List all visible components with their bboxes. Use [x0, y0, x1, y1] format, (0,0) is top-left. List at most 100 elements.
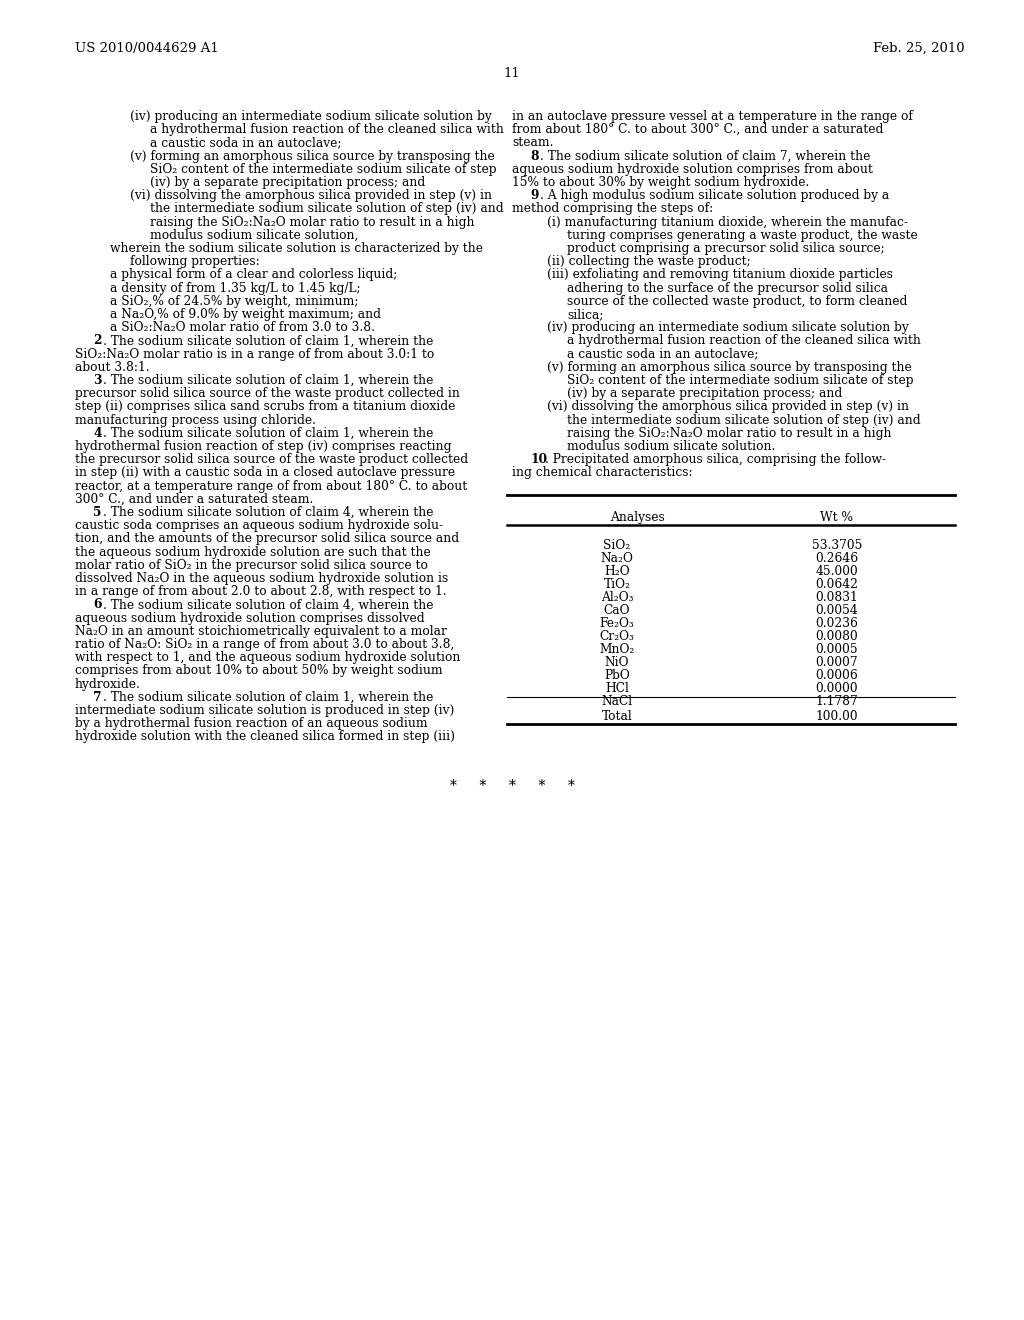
Text: HCl: HCl	[605, 681, 629, 694]
Text: 1.1787: 1.1787	[816, 694, 858, 708]
Text: . The sodium silicate solution of claim 4, wherein the: . The sodium silicate solution of claim …	[103, 598, 433, 611]
Text: SiO₂:Na₂O molar ratio is in a range of from about 3.0:1 to: SiO₂:Na₂O molar ratio is in a range of f…	[75, 347, 434, 360]
Text: 0.0007: 0.0007	[816, 656, 858, 669]
Text: a SiO₂:Na₂O molar ratio of from 3.0 to 3.8.: a SiO₂:Na₂O molar ratio of from 3.0 to 3…	[110, 321, 375, 334]
Text: . The sodium silicate solution of claim 1, wherein the: . The sodium silicate solution of claim …	[103, 334, 433, 347]
Text: ing chemical characteristics:: ing chemical characteristics:	[512, 466, 692, 479]
Text: Cr₂O₃: Cr₂O₃	[600, 630, 635, 643]
Text: 10: 10	[530, 453, 547, 466]
Text: (iii) exfoliating and removing titanium dioxide particles: (iii) exfoliating and removing titanium …	[547, 268, 893, 281]
Text: intermediate sodium silicate solution is produced in step (iv): intermediate sodium silicate solution is…	[75, 704, 455, 717]
Text: . The sodium silicate solution of claim 1, wherein the: . The sodium silicate solution of claim …	[103, 426, 433, 440]
Text: a Na₂O,% of 9.0% by weight maximum; and: a Na₂O,% of 9.0% by weight maximum; and	[110, 308, 381, 321]
Text: Analyses: Analyses	[609, 511, 665, 524]
Text: by a hydrothermal fusion reaction of an aqueous sodium: by a hydrothermal fusion reaction of an …	[75, 717, 428, 730]
Text: in step (ii) with a caustic soda in a closed autoclave pressure: in step (ii) with a caustic soda in a cl…	[75, 466, 455, 479]
Text: reactor, at a temperature range of from about 180° C. to about: reactor, at a temperature range of from …	[75, 479, 467, 492]
Text: steam.: steam.	[512, 136, 554, 149]
Text: 6: 6	[93, 598, 101, 611]
Text: hydroxide.: hydroxide.	[75, 677, 141, 690]
Text: (iv) by a separate precipitation process; and: (iv) by a separate precipitation process…	[567, 387, 843, 400]
Text: a caustic soda in an autoclave;: a caustic soda in an autoclave;	[150, 136, 341, 149]
Text: 300° C., and under a saturated steam.: 300° C., and under a saturated steam.	[75, 492, 313, 506]
Text: source of the collected waste product, to form cleaned: source of the collected waste product, t…	[567, 294, 907, 308]
Text: 0.0054: 0.0054	[816, 603, 858, 616]
Text: . The sodium silicate solution of claim 1, wherein the: . The sodium silicate solution of claim …	[103, 690, 433, 704]
Text: Al₂O₃: Al₂O₃	[601, 590, 633, 603]
Text: 8: 8	[530, 149, 539, 162]
Text: with respect to 1, and the aqueous sodium hydroxide solution: with respect to 1, and the aqueous sodiu…	[75, 651, 461, 664]
Text: 11: 11	[504, 67, 520, 81]
Text: 0.0642: 0.0642	[815, 578, 858, 590]
Text: ratio of Na₂O: SiO₂ in a range of from about 3.0 to about 3.8,: ratio of Na₂O: SiO₂ in a range of from a…	[75, 638, 455, 651]
Text: silica;: silica;	[567, 308, 603, 321]
Text: (iv) producing an intermediate sodium silicate solution by: (iv) producing an intermediate sodium si…	[130, 110, 492, 123]
Text: (iv) producing an intermediate sodium silicate solution by: (iv) producing an intermediate sodium si…	[547, 321, 908, 334]
Text: the intermediate sodium silicate solution of step (iv) and: the intermediate sodium silicate solutio…	[150, 202, 504, 215]
Text: Na₂O in an amount stoichiometrically equivalent to a molar: Na₂O in an amount stoichiometrically equ…	[75, 624, 446, 638]
Text: 4: 4	[93, 426, 101, 440]
Text: SiO₂: SiO₂	[603, 539, 631, 552]
Text: (v) forming an amorphous silica source by transposing the: (v) forming an amorphous silica source b…	[130, 149, 495, 162]
Text: in a range of from about 2.0 to about 2.8, with respect to 1.: in a range of from about 2.0 to about 2.…	[75, 585, 446, 598]
Text: 0.2646: 0.2646	[815, 552, 858, 565]
Text: in an autoclave pressure vessel at a temperature in the range of: in an autoclave pressure vessel at a tem…	[512, 110, 912, 123]
Text: . The sodium silicate solution of claim 1, wherein the: . The sodium silicate solution of claim …	[103, 374, 433, 387]
Text: about 3.8:1.: about 3.8:1.	[75, 360, 150, 374]
Text: 5: 5	[93, 506, 101, 519]
Text: MnO₂: MnO₂	[599, 643, 635, 656]
Text: 0.0831: 0.0831	[816, 590, 858, 603]
Text: tion, and the amounts of the precursor solid silica source and: tion, and the amounts of the precursor s…	[75, 532, 459, 545]
Text: 45.000: 45.000	[816, 565, 858, 578]
Text: 2: 2	[93, 334, 101, 347]
Text: . Precipitated amorphous silica, comprising the follow-: . Precipitated amorphous silica, compris…	[545, 453, 886, 466]
Text: dissolved Na₂O in the aqueous sodium hydroxide solution is: dissolved Na₂O in the aqueous sodium hyd…	[75, 572, 449, 585]
Text: US 2010/0044629 A1: US 2010/0044629 A1	[75, 42, 219, 55]
Text: NiO: NiO	[605, 656, 630, 669]
Text: *   *   *   *   *: * * * * *	[450, 779, 574, 792]
Text: TiO₂: TiO₂	[603, 578, 631, 590]
Text: aqueous sodium hydroxide solution comprises dissolved: aqueous sodium hydroxide solution compri…	[75, 611, 425, 624]
Text: the intermediate sodium silicate solution of step (iv) and: the intermediate sodium silicate solutio…	[567, 413, 921, 426]
Text: modulus sodium silicate solution.: modulus sodium silicate solution.	[567, 440, 775, 453]
Text: 0.0000: 0.0000	[816, 681, 858, 694]
Text: 0.0005: 0.0005	[816, 643, 858, 656]
Text: CaO: CaO	[604, 603, 630, 616]
Text: a SiO₂,% of 24.5% by weight, minimum;: a SiO₂,% of 24.5% by weight, minimum;	[110, 294, 358, 308]
Text: the aqueous sodium hydroxide solution are such that the: the aqueous sodium hydroxide solution ar…	[75, 545, 431, 558]
Text: (vi) dissolving the amorphous silica provided in step (v) in: (vi) dissolving the amorphous silica pro…	[547, 400, 909, 413]
Text: product comprising a precursor solid silica source;: product comprising a precursor solid sil…	[567, 242, 885, 255]
Text: Total: Total	[602, 710, 633, 722]
Text: 0.0006: 0.0006	[816, 669, 858, 681]
Text: Na₂O: Na₂O	[600, 552, 634, 565]
Text: method comprising the steps of:: method comprising the steps of:	[512, 202, 714, 215]
Text: . The sodium silicate solution of claim 7, wherein the: . The sodium silicate solution of claim …	[540, 149, 870, 162]
Text: turing comprises generating a waste product, the waste: turing comprises generating a waste prod…	[567, 228, 918, 242]
Text: hydrothermal fusion reaction of step (iv) comprises reacting: hydrothermal fusion reaction of step (iv…	[75, 440, 452, 453]
Text: 100.00: 100.00	[816, 710, 858, 722]
Text: SiO₂ content of the intermediate sodium silicate of step: SiO₂ content of the intermediate sodium …	[567, 374, 913, 387]
Text: modulus sodium silicate solution,: modulus sodium silicate solution,	[150, 228, 358, 242]
Text: hydroxide solution with the cleaned silica formed in step (iii): hydroxide solution with the cleaned sili…	[75, 730, 455, 743]
Text: 3: 3	[93, 374, 101, 387]
Text: from about 180° C. to about 300° C., and under a saturated: from about 180° C. to about 300° C., and…	[512, 123, 884, 136]
Text: 53.3705: 53.3705	[812, 539, 862, 552]
Text: (v) forming an amorphous silica source by transposing the: (v) forming an amorphous silica source b…	[547, 360, 911, 374]
Text: following properties:: following properties:	[130, 255, 260, 268]
Text: raising the SiO₂:Na₂O molar ratio to result in a high: raising the SiO₂:Na₂O molar ratio to res…	[150, 215, 474, 228]
Text: caustic soda comprises an aqueous sodium hydroxide solu-: caustic soda comprises an aqueous sodium…	[75, 519, 443, 532]
Text: a density of from 1.35 kg/L to 1.45 kg/L;: a density of from 1.35 kg/L to 1.45 kg/L…	[110, 281, 360, 294]
Text: 0.0236: 0.0236	[815, 616, 858, 630]
Text: NaCl: NaCl	[601, 694, 633, 708]
Text: a caustic soda in an autoclave;: a caustic soda in an autoclave;	[567, 347, 759, 360]
Text: wherein the sodium silicate solution is characterized by the: wherein the sodium silicate solution is …	[110, 242, 483, 255]
Text: H₂O: H₂O	[604, 565, 630, 578]
Text: 7: 7	[93, 690, 101, 704]
Text: 0.0080: 0.0080	[816, 630, 858, 643]
Text: a hydrothermal fusion reaction of the cleaned silica with: a hydrothermal fusion reaction of the cl…	[567, 334, 921, 347]
Text: 15% to about 30% by weight sodium hydroxide.: 15% to about 30% by weight sodium hydrox…	[512, 176, 809, 189]
Text: manufacturing process using chloride.: manufacturing process using chloride.	[75, 413, 316, 426]
Text: raising the SiO₂:Na₂O molar ratio to result in a high: raising the SiO₂:Na₂O molar ratio to res…	[567, 426, 892, 440]
Text: . The sodium silicate solution of claim 4, wherein the: . The sodium silicate solution of claim …	[103, 506, 433, 519]
Text: (ii) collecting the waste product;: (ii) collecting the waste product;	[547, 255, 751, 268]
